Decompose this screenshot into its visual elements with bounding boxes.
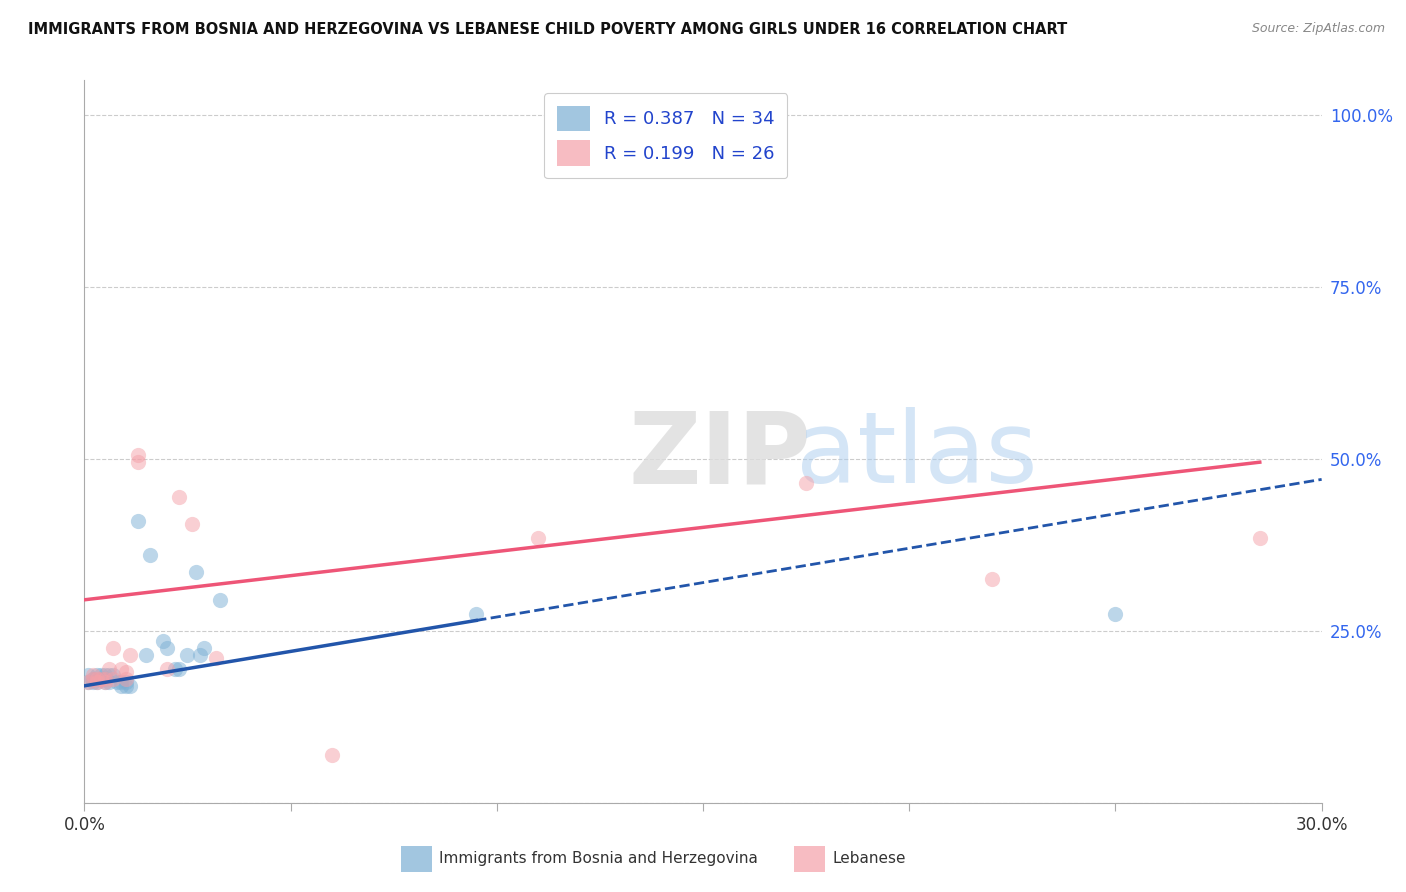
Point (176, 648, 198, 662)
Point (127, 448, 149, 462)
Point (110, 662, 132, 676)
Point (156, 662, 179, 676)
Point (127, 514, 149, 528)
Point (110, 675, 132, 690)
Point (167, 662, 190, 676)
Text: atlas: atlas (796, 408, 1038, 505)
Point (82, 672, 104, 686)
Point (98, 662, 121, 676)
Point (135, 648, 157, 662)
Point (105, 675, 128, 690)
Point (980, 572, 1002, 586)
Point (103, 640, 125, 655)
Point (114, 675, 136, 690)
Point (794, 475, 817, 490)
Point (167, 490, 190, 504)
Point (86, 672, 108, 686)
Point (94, 675, 117, 690)
Text: Immigrants from Bosnia and Herzegovina: Immigrants from Bosnia and Herzegovina (439, 852, 758, 866)
Point (94, 672, 117, 686)
Point (184, 566, 207, 580)
Point (94, 668, 117, 682)
Point (77, 675, 100, 690)
Text: ZIP: ZIP (628, 408, 811, 505)
Point (86, 675, 108, 690)
Point (118, 648, 141, 662)
Text: Lebanese: Lebanese (832, 852, 905, 866)
Point (1104, 607, 1126, 621)
Point (465, 607, 488, 621)
Point (209, 592, 232, 607)
Point (321, 747, 343, 762)
Text: IMMIGRANTS FROM BOSNIA AND HERZEGOVINA VS LEBANESE CHILD POVERTY AMONG GIRLS UND: IMMIGRANTS FROM BOSNIA AND HERZEGOVINA V… (28, 22, 1067, 37)
Point (527, 531, 550, 545)
Point (94, 675, 117, 690)
Point (193, 640, 215, 655)
Point (114, 672, 136, 686)
Point (82, 675, 104, 690)
Point (98, 668, 121, 682)
Point (86, 675, 108, 690)
Point (86, 668, 108, 682)
Point (90, 668, 112, 682)
Point (77, 675, 100, 690)
Point (114, 665, 136, 679)
Point (103, 668, 125, 682)
Legend: R = 0.387   N = 34, R = 0.199   N = 26: R = 0.387 N = 34, R = 0.199 N = 26 (544, 93, 787, 178)
Point (188, 648, 211, 662)
Point (82, 672, 104, 686)
Point (98, 675, 121, 690)
Point (82, 668, 104, 682)
Point (90, 672, 112, 686)
Point (152, 634, 174, 648)
Point (127, 455, 149, 469)
Point (139, 548, 162, 562)
Point (77, 668, 100, 682)
Text: Source: ZipAtlas.com: Source: ZipAtlas.com (1251, 22, 1385, 36)
Point (1249, 531, 1271, 545)
Point (118, 679, 141, 693)
Point (114, 679, 136, 693)
Point (156, 640, 179, 655)
Point (165, 662, 187, 676)
Point (110, 679, 132, 693)
Point (180, 517, 202, 532)
Point (90, 672, 112, 686)
Point (103, 672, 125, 686)
Point (205, 651, 228, 665)
Point (94, 672, 117, 686)
